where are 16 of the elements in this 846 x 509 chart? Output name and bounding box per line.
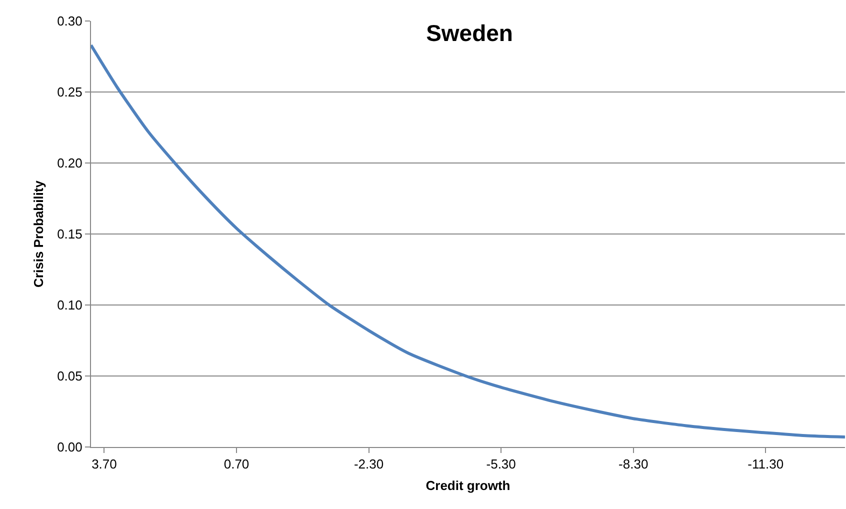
chart-title: Sweden (426, 20, 513, 46)
x-tick-label: -5.30 (486, 456, 516, 472)
y-tick-label: 0.00 (57, 440, 82, 455)
x-tick-label: 3.70 (92, 456, 117, 472)
y-tick-label: 0.30 (57, 14, 82, 29)
x-tick-label: -11.30 (748, 456, 784, 472)
y-tick-label: 0.15 (57, 226, 82, 242)
y-tick-label: 0.25 (57, 84, 82, 100)
x-axis-title: Credit growth (426, 478, 510, 494)
x-tick-label: -2.30 (354, 456, 384, 472)
y-axis-title: Crisis Probability (31, 180, 46, 288)
y-tick-label: 0.20 (57, 156, 82, 171)
x-tick-label: -8.30 (618, 456, 648, 472)
x-tick-label: 0.70 (224, 456, 250, 472)
y-tick-label: 0.05 (57, 368, 82, 384)
y-tick-label: 0.10 (57, 298, 82, 313)
